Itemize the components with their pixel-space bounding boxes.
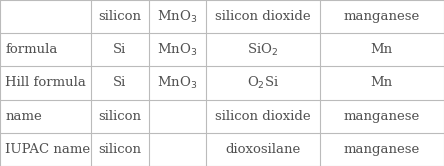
Text: formula: formula [5,43,58,56]
Text: Si: Si [113,77,127,89]
Text: IUPAC name: IUPAC name [5,143,91,156]
Text: Si: Si [113,43,127,56]
Text: silicon: silicon [99,110,141,123]
Text: MnO$_3$: MnO$_3$ [158,75,198,91]
Text: manganese: manganese [344,10,420,23]
Text: silicon: silicon [99,10,141,23]
Text: manganese: manganese [344,143,420,156]
Text: silicon dioxide: silicon dioxide [215,110,311,123]
Text: Mn: Mn [371,43,393,56]
Text: manganese: manganese [344,110,420,123]
Text: name: name [5,110,42,123]
Text: MnO$_3$: MnO$_3$ [158,42,198,58]
Text: Mn: Mn [371,77,393,89]
Text: O$_2$Si: O$_2$Si [247,75,279,91]
Text: silicon dioxide: silicon dioxide [215,10,311,23]
Text: dioxosilane: dioxosilane [226,143,301,156]
Text: Hill formula: Hill formula [5,77,86,89]
Text: MnO$_3$: MnO$_3$ [158,9,198,25]
Text: SiO$_2$: SiO$_2$ [247,42,279,58]
Text: silicon: silicon [99,143,141,156]
